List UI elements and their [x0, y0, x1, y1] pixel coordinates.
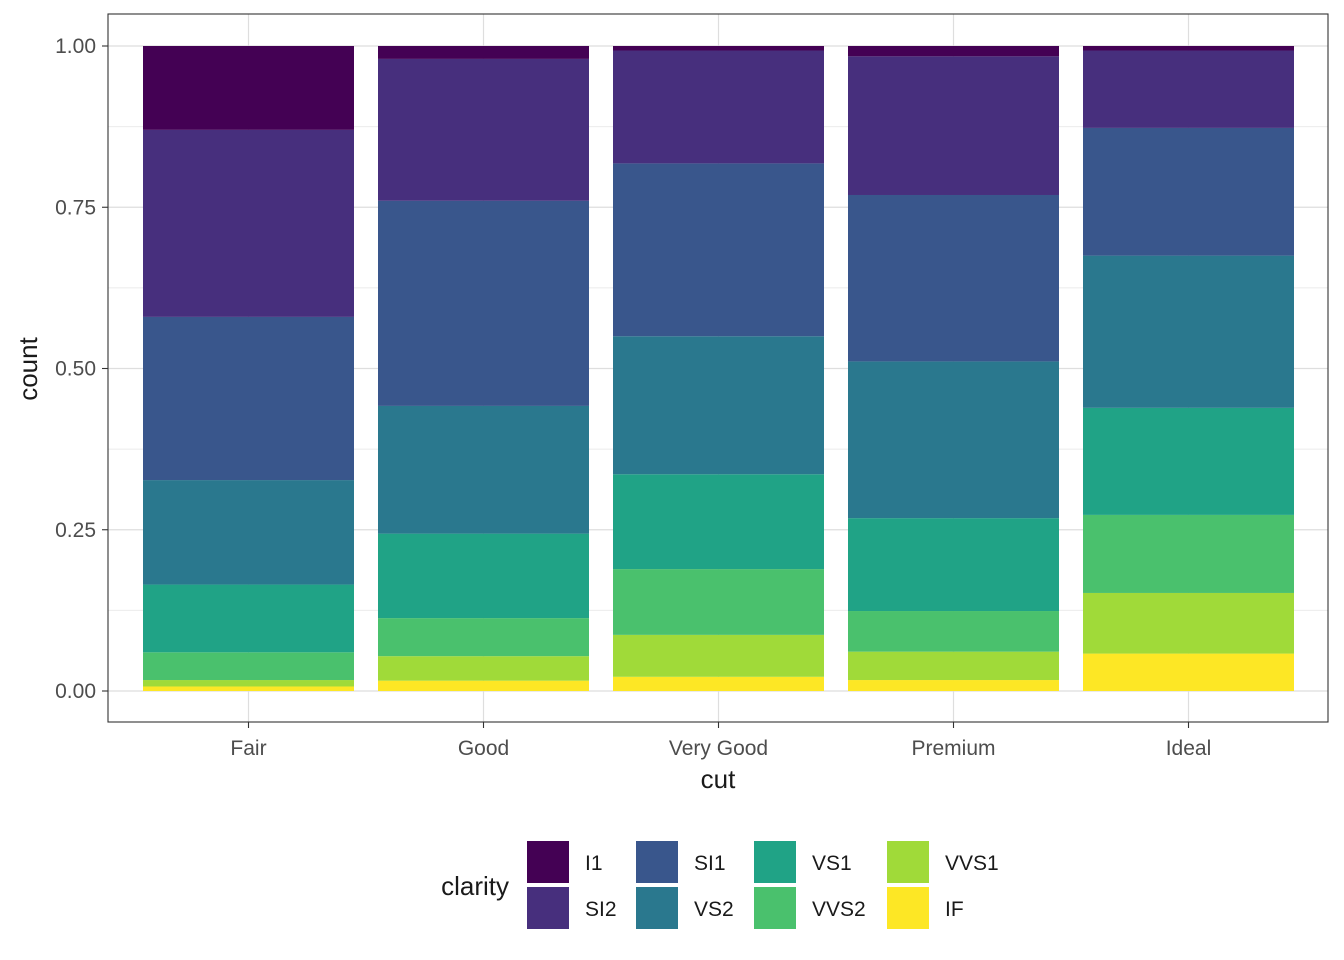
- bar-ideal-i1: [1083, 46, 1294, 51]
- bar-premium-si2: [848, 56, 1059, 195]
- bar-very-good-if: [613, 676, 824, 691]
- x-axis-ticks: Fair Good Very Good Premium Ideal: [230, 722, 1211, 760]
- bars: [143, 46, 1294, 691]
- bar-ideal-vvs2: [1083, 514, 1294, 593]
- bar-ideal-if: [1083, 653, 1294, 691]
- bar-very-good-vs2: [613, 336, 824, 475]
- legend-label-vvs1: VVS1: [945, 852, 999, 875]
- legend-label-si1: SI1: [694, 852, 726, 875]
- bar-premium-i1: [848, 46, 1059, 57]
- bar-premium-if: [848, 680, 1059, 691]
- legend-key-si1: [636, 841, 678, 883]
- bar-fair-vs1: [143, 584, 354, 653]
- x-tick-label: Very Good: [669, 737, 768, 760]
- legend-key-vs1: [754, 841, 796, 883]
- bar-premium-si1: [848, 194, 1059, 362]
- x-tick-label: Fair: [230, 737, 266, 760]
- bar-very-good-si2: [613, 50, 824, 164]
- bar-good-i1: [378, 46, 589, 59]
- legend-label-vs1: VS1: [812, 852, 852, 875]
- legend-key-if: [887, 887, 929, 929]
- y-tick-label: 0.25: [55, 519, 96, 542]
- bar-fair-si2: [143, 129, 354, 317]
- legend-label-vs2: VS2: [694, 898, 734, 921]
- legend-key-vvs1: [887, 841, 929, 883]
- bar-premium-vvs1: [848, 651, 1059, 681]
- legend-label-if: IF: [945, 898, 964, 921]
- bar-good-si1: [378, 200, 589, 406]
- bar-very-good-i1: [613, 46, 824, 51]
- bar-good-vs1: [378, 533, 589, 619]
- y-tick-label: 0.00: [55, 680, 96, 703]
- bar-fair-i1: [143, 46, 354, 130]
- x-tick-label: Premium: [911, 737, 995, 760]
- bar-ideal-vs2: [1083, 255, 1294, 408]
- x-axis-title: cut: [701, 764, 736, 794]
- y-tick-label: 1.00: [55, 35, 96, 58]
- bar-good-vvs1: [378, 656, 589, 681]
- bar-very-good-si1: [613, 163, 824, 337]
- legend-key-i1: [527, 841, 569, 883]
- x-tick-label: Ideal: [1166, 737, 1212, 760]
- y-tick-label: 0.50: [55, 358, 96, 381]
- bar-very-good-vvs1: [613, 634, 824, 677]
- legend-key-vvs2: [754, 887, 796, 929]
- legend: clarity I1 SI2 SI1 VS2 VS1 VVS2 VVS1 IF: [441, 841, 999, 929]
- bar-ideal-si1: [1083, 127, 1294, 256]
- bar-fair-vvs2: [143, 652, 354, 681]
- bar-good-vs2: [378, 405, 589, 534]
- bar-ideal-vs1: [1083, 407, 1294, 515]
- bar-premium-vvs2: [848, 611, 1059, 652]
- bar-fair-vvs1: [143, 680, 354, 687]
- bar-fair-if: [143, 686, 354, 691]
- bar-fair-vs2: [143, 480, 354, 585]
- bar-premium-vs1: [848, 518, 1059, 612]
- legend-label-vvs2: VVS2: [812, 898, 866, 921]
- legend-label-i1: I1: [585, 852, 603, 875]
- bar-ideal-si2: [1083, 50, 1294, 128]
- legend-key-vs2: [636, 887, 678, 929]
- legend-title: clarity: [441, 871, 509, 901]
- y-axis-ticks: 0.00 0.25 0.50 0.75 1.00: [55, 35, 108, 703]
- y-tick-label: 0.75: [55, 196, 96, 219]
- legend-key-si2: [527, 887, 569, 929]
- bar-premium-vs2: [848, 361, 1059, 519]
- y-axis-title: count: [13, 336, 43, 400]
- legend-label-si2: SI2: [585, 898, 617, 921]
- bar-very-good-vvs2: [613, 569, 824, 635]
- bar-ideal-vvs1: [1083, 592, 1294, 654]
- bar-good-if: [378, 680, 589, 691]
- bar-fair-si1: [143, 316, 354, 481]
- x-tick-label: Good: [458, 737, 509, 760]
- bar-very-good-vs1: [613, 474, 824, 570]
- bar-good-vvs2: [378, 618, 589, 657]
- bar-good-si2: [378, 58, 589, 201]
